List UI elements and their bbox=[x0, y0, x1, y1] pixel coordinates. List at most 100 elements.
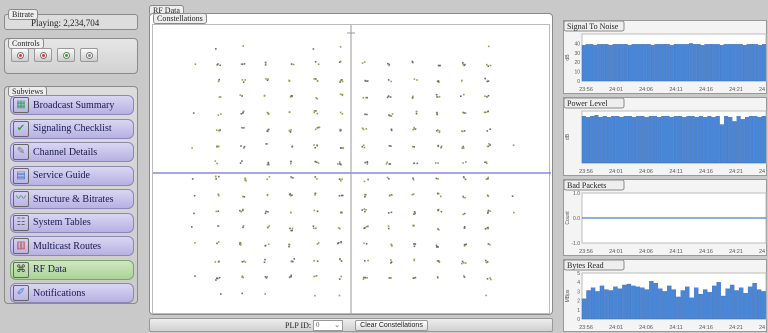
sidebar-item[interactable]: 〰 Structure & Bitrates bbox=[10, 189, 134, 209]
bar bbox=[762, 44, 766, 82]
bar bbox=[693, 44, 697, 82]
x-tick-label: 24:21 bbox=[729, 249, 743, 255]
sidebar-item[interactable]: ✎ Channel Details bbox=[10, 142, 134, 162]
sidebar-item[interactable]: ⌘ RF Data bbox=[10, 259, 134, 280]
stop-button[interactable] bbox=[34, 48, 52, 62]
constellation-point bbox=[288, 79, 290, 82]
constellation-point bbox=[264, 276, 267, 278]
sidebar-item[interactable]: ▥ Multicast Routes bbox=[10, 236, 134, 256]
sidebar-item-label: Multicast Routes bbox=[33, 240, 102, 252]
controls-box: Controls bbox=[4, 38, 138, 74]
constellation-point bbox=[362, 128, 365, 131]
clear-constellations-button[interactable]: Clear Constellations bbox=[355, 320, 428, 331]
constellation-point bbox=[484, 95, 486, 97]
constellation-point bbox=[264, 64, 267, 66]
constellation-point bbox=[338, 61, 341, 63]
constellation-point bbox=[486, 130, 489, 132]
constellation-point bbox=[290, 129, 292, 131]
constellation-point bbox=[485, 294, 487, 297]
plp-id-select[interactable]: 0 ⌄ bbox=[313, 320, 343, 331]
constellation-point bbox=[218, 260, 220, 263]
constellation-point bbox=[387, 227, 390, 230]
constellation-point bbox=[489, 243, 491, 246]
constellation-point bbox=[413, 259, 416, 262]
constellation-point bbox=[485, 261, 488, 264]
constellation-point bbox=[363, 242, 365, 245]
sidebar-item-label: Broadcast Summary bbox=[33, 99, 115, 111]
constellation-point bbox=[489, 64, 492, 67]
constellation-point bbox=[366, 161, 368, 163]
constellation-point bbox=[337, 242, 339, 245]
x-tick-label: 23:56 bbox=[579, 169, 593, 175]
bar bbox=[707, 292, 712, 320]
constellation-point bbox=[463, 93, 465, 96]
constellation-point bbox=[364, 276, 367, 279]
constellation-point bbox=[437, 192, 440, 195]
constellation-point bbox=[339, 93, 342, 96]
power-chart: Power Level dB 23:56 24:01 24:06 24:11 24:16 24… bbox=[564, 98, 767, 175]
bar bbox=[704, 44, 709, 82]
constellation-point bbox=[438, 261, 441, 263]
constellation-point bbox=[435, 177, 438, 180]
constellation-point bbox=[316, 260, 319, 262]
sidebar-item[interactable]: ✔ Signaling Checklist bbox=[10, 118, 134, 139]
constellation-point bbox=[240, 113, 243, 115]
graph-icon: 〰 bbox=[13, 191, 29, 207]
constellation-point bbox=[415, 112, 418, 115]
constellation-point bbox=[339, 163, 341, 165]
constellation-point bbox=[292, 63, 295, 66]
sidebar-item-label: System Tables bbox=[33, 217, 91, 228]
sidebar-item[interactable]: ✐ Notifications bbox=[10, 283, 134, 303]
constellation-point bbox=[242, 276, 244, 279]
constellation-point bbox=[364, 210, 366, 213]
constellation-point bbox=[315, 110, 317, 112]
sidebar-item[interactable]: ▦ Broadcast Summary bbox=[10, 95, 134, 115]
constellation-point bbox=[389, 114, 391, 117]
bar bbox=[586, 290, 591, 320]
bar bbox=[597, 44, 601, 82]
snr-panel: Signal To Noise 40 30 20 10 0 dB 23:56 24:01 24:0… bbox=[563, 20, 767, 94]
constellation-point bbox=[341, 113, 344, 115]
constellation-point bbox=[239, 94, 242, 96]
constellation-point bbox=[437, 276, 439, 279]
constellation-point bbox=[339, 111, 342, 114]
record-button[interactable] bbox=[11, 48, 29, 62]
constellation-point bbox=[464, 243, 466, 246]
sidebar-item[interactable]: ▤ Service Guide bbox=[10, 165, 134, 186]
constellation-point bbox=[339, 227, 341, 230]
constellation-point bbox=[218, 78, 220, 81]
constellation-point bbox=[316, 243, 319, 245]
bar bbox=[581, 45, 586, 82]
constellation-point bbox=[462, 62, 464, 64]
constellation-point bbox=[217, 241, 220, 243]
constellation-point bbox=[391, 113, 394, 115]
constellation-point bbox=[317, 126, 320, 128]
constellation-point bbox=[267, 130, 269, 133]
bar bbox=[744, 117, 750, 164]
constellation-point bbox=[462, 176, 465, 178]
constellation-point bbox=[387, 225, 390, 227]
bar bbox=[696, 44, 701, 82]
constellation-point bbox=[314, 192, 317, 195]
constellation-point bbox=[487, 178, 489, 180]
bar bbox=[589, 44, 594, 82]
sidebar-item-label: Channel Details bbox=[33, 146, 98, 158]
play-button[interactable] bbox=[57, 48, 75, 62]
constellation-point bbox=[413, 126, 415, 129]
x-tick-label: 24:01 bbox=[609, 325, 623, 331]
constellation-point bbox=[462, 213, 464, 216]
constellation-point bbox=[337, 242, 340, 244]
constellation-point bbox=[267, 162, 270, 165]
constellation-point bbox=[436, 113, 438, 116]
sidebar-item[interactable]: ☷ System Tables bbox=[10, 212, 134, 233]
pause-button[interactable] bbox=[80, 48, 98, 62]
panel-title-box bbox=[564, 21, 625, 32]
constellation-point bbox=[266, 178, 268, 181]
constellation-point bbox=[215, 129, 218, 131]
constellation-point bbox=[440, 210, 443, 213]
constellation-point bbox=[290, 94, 293, 97]
constellation-point bbox=[487, 243, 490, 245]
constellation-point bbox=[411, 97, 414, 99]
constellation-point bbox=[463, 212, 466, 215]
